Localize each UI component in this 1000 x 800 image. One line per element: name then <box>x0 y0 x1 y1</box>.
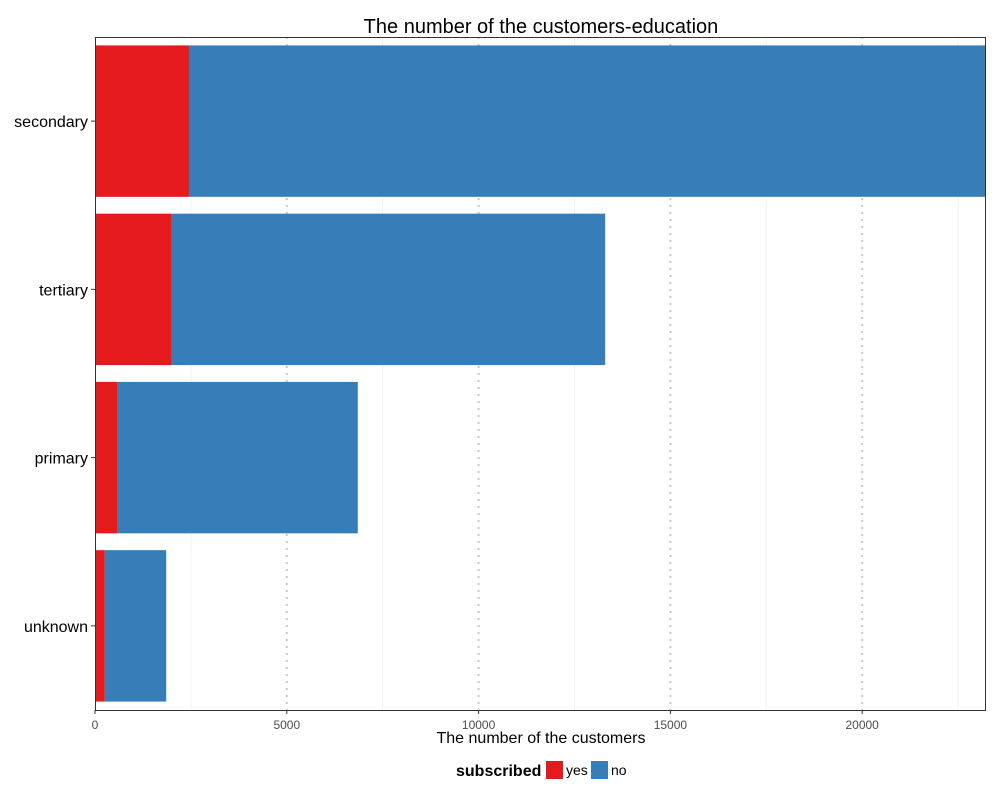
plot-border <box>95 37 986 711</box>
legend-swatch-no <box>591 761 608 779</box>
x-tick-label: 15000 <box>654 718 688 732</box>
category-label-tertiary: tertiary <box>39 282 88 299</box>
bar-no-secondary <box>188 45 985 197</box>
legend-title: subscribed <box>456 763 541 780</box>
x-tick-label: 5000 <box>273 718 300 732</box>
x-axis: 0 5000 10000 15000 20000 <box>92 710 879 732</box>
bar-no-primary <box>117 381 358 534</box>
x-tick-label: 20000 <box>845 718 879 732</box>
chart-title: The number of the customers-education <box>364 16 719 38</box>
legend: subscribed yes no <box>456 761 627 780</box>
x-tick-label: 0 <box>92 718 99 732</box>
category-label-unknown: unknown <box>24 619 88 636</box>
category-label-primary: primary <box>35 451 88 468</box>
x-axis-title: The number of the customers <box>437 730 646 747</box>
bar-no-tertiary <box>171 213 606 366</box>
bar-yes-tertiary <box>95 213 172 366</box>
bar-yes-primary <box>95 381 118 534</box>
bar-no-unknown <box>104 550 167 702</box>
y-axis: secondary tertiary primary unknown <box>14 114 95 636</box>
legend-swatch-yes <box>546 761 563 779</box>
legend-label-no: no <box>611 762 627 778</box>
bar-yes-unknown <box>95 550 105 702</box>
legend-label-yes: yes <box>566 762 588 778</box>
bars <box>95 45 985 702</box>
bar-yes-secondary <box>95 45 189 197</box>
x-tick-label: 10000 <box>462 718 496 732</box>
category-label-secondary: secondary <box>14 114 88 131</box>
